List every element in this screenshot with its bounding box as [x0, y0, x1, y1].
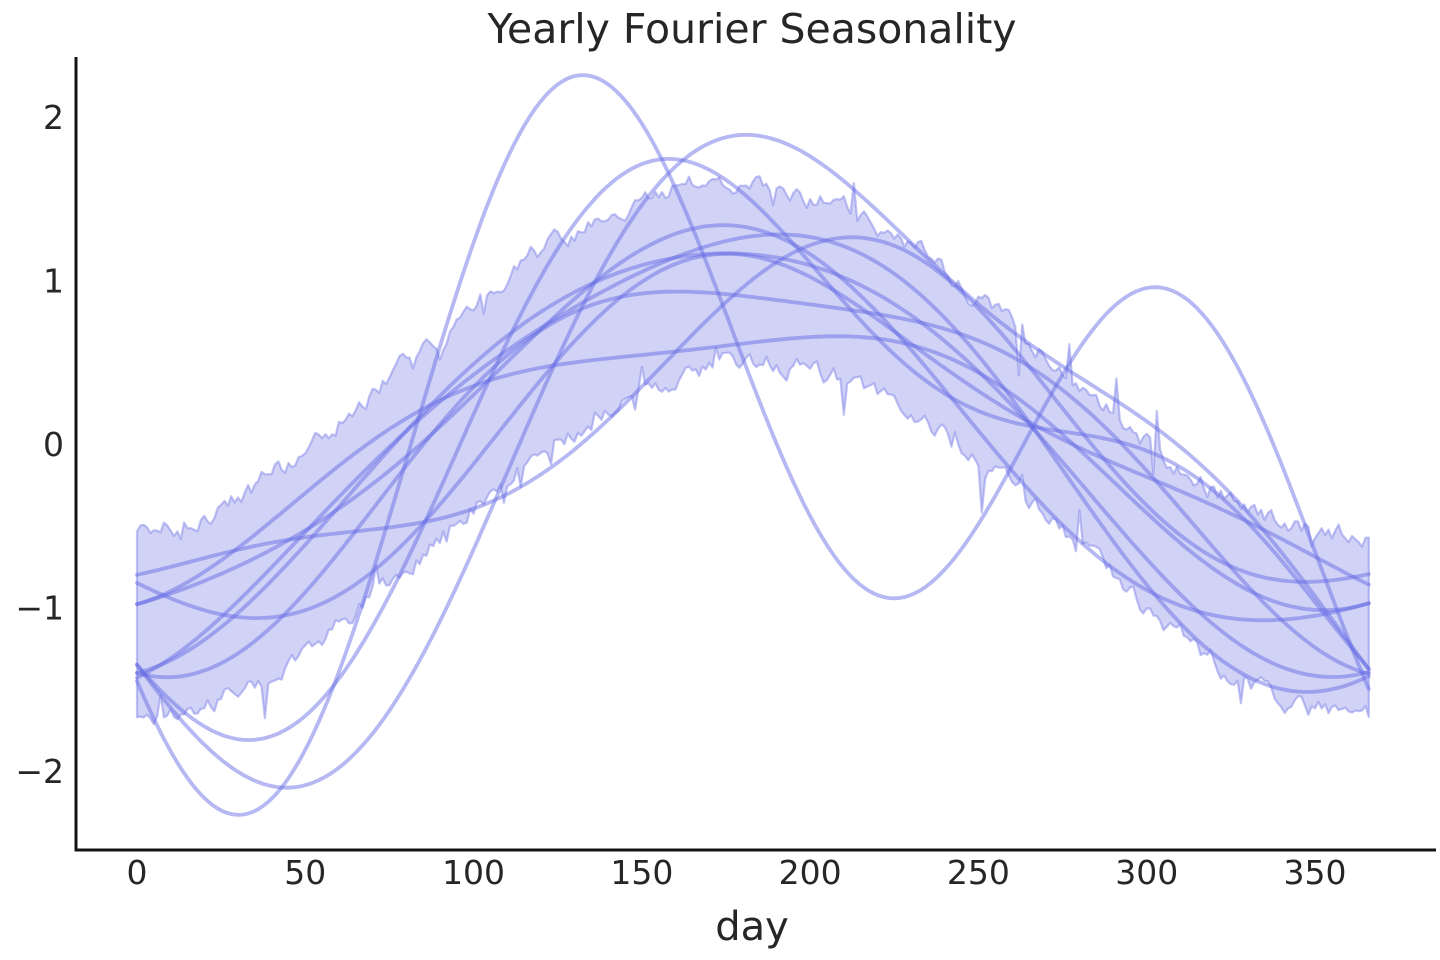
x-tick-label: 0 [127, 853, 148, 892]
uncertainty-band [135, 175, 1370, 726]
x-tick-label: 300 [1115, 853, 1178, 892]
chart-title: Yearly Fourier Seasonality [487, 5, 1017, 53]
y-tick-label: −2 [15, 752, 64, 791]
posterior-sample-curve [135, 132, 1371, 790]
posterior-sample-curve [135, 223, 1371, 623]
posterior-sample-curve [135, 73, 1371, 817]
x-tick-label: 200 [779, 853, 842, 892]
posterior-sample-curve [135, 156, 1371, 742]
x-axis-label: day [715, 904, 789, 950]
x-tick-label: 100 [442, 853, 505, 892]
posterior-sample-curve [135, 232, 1371, 694]
posterior-sample-curve [135, 289, 1371, 680]
posterior-sample-curve [135, 251, 1371, 620]
y-tick-label: 1 [43, 262, 64, 301]
x-tick-label: 250 [947, 853, 1010, 892]
x-tick-label: 350 [1283, 853, 1346, 892]
posterior-sample-curve [135, 235, 1371, 584]
y-tick-label: 2 [43, 98, 64, 137]
x-tick-label: 150 [610, 853, 673, 892]
posterior-sample-curve [135, 334, 1371, 613]
y-tick-label: 0 [43, 425, 64, 464]
y-tick-label: −1 [15, 589, 64, 628]
posterior-sample-curve [135, 251, 1371, 679]
x-tick-label: 50 [284, 853, 326, 892]
